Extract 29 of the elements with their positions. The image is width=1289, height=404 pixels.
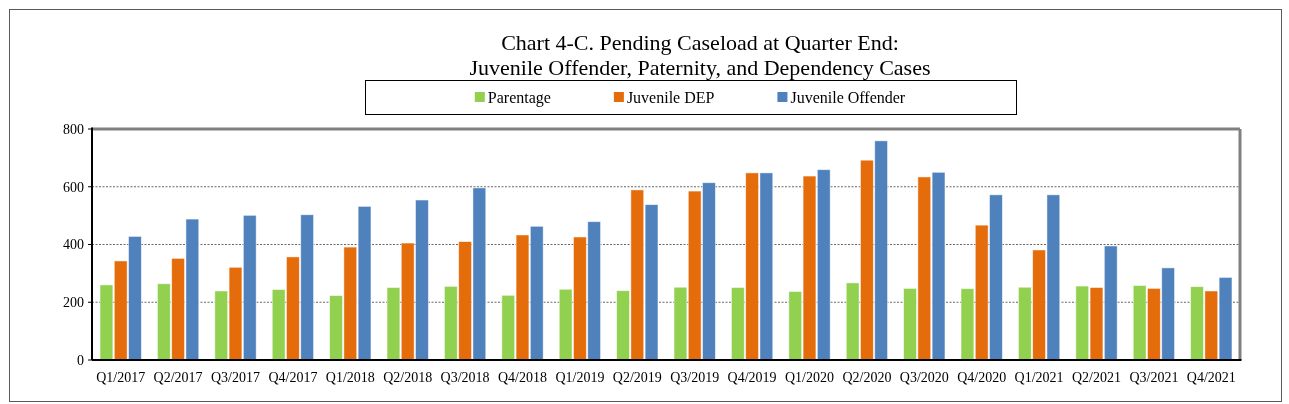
y-tick-label: 200 bbox=[63, 295, 84, 311]
x-tick-label: Q2/2020 bbox=[842, 370, 892, 385]
y-tick-label: 400 bbox=[63, 237, 84, 253]
x-tick-label: Q4/2018 bbox=[498, 370, 547, 385]
chart-title: Chart 4-C. Pending Caseload at Quarter End: Juvenile Offender, Paternity, and Dependency Cases bbox=[469, 30, 931, 80]
x-tick-label: Q2/2017 bbox=[153, 370, 203, 385]
legend-label: Parentage bbox=[487, 88, 551, 107]
x-tick-label: Q4/2017 bbox=[268, 370, 318, 385]
x-tick-label: Q3/2017 bbox=[211, 370, 260, 385]
y-tick-label: 800 bbox=[63, 121, 84, 137]
x-tick-label: Q2/2018 bbox=[383, 370, 433, 385]
x-tick-label: Q3/2018 bbox=[440, 370, 490, 385]
x-tick-label: Q1/2019 bbox=[555, 370, 605, 385]
y-tick-label: 600 bbox=[63, 179, 84, 195]
x-tick-label: Q1/2021 bbox=[1014, 370, 1064, 385]
x-tick-label: Q4/2021 bbox=[1186, 370, 1236, 385]
x-tick-label: Q2/2021 bbox=[1072, 370, 1121, 385]
x-tick-label: Q3/2021 bbox=[1129, 370, 1179, 385]
x-tick-label: Q4/2020 bbox=[957, 370, 1007, 385]
legend-label: Juvenile DEP bbox=[626, 88, 715, 106]
x-tick-label: Q1/2020 bbox=[785, 370, 834, 385]
x-tick-label: Q3/2019 bbox=[670, 370, 720, 385]
x-tick-label: Q3/2020 bbox=[899, 370, 949, 385]
legend-label: Juvenile Offender bbox=[790, 88, 906, 106]
x-tick-label: Q1/2017 bbox=[96, 370, 146, 385]
x-tick-label: Q1/2018 bbox=[325, 370, 375, 385]
y-tick-label: 0 bbox=[77, 352, 84, 368]
x-tick-label: Q4/2019 bbox=[727, 370, 777, 385]
x-tick-label: Q2/2019 bbox=[612, 370, 662, 385]
